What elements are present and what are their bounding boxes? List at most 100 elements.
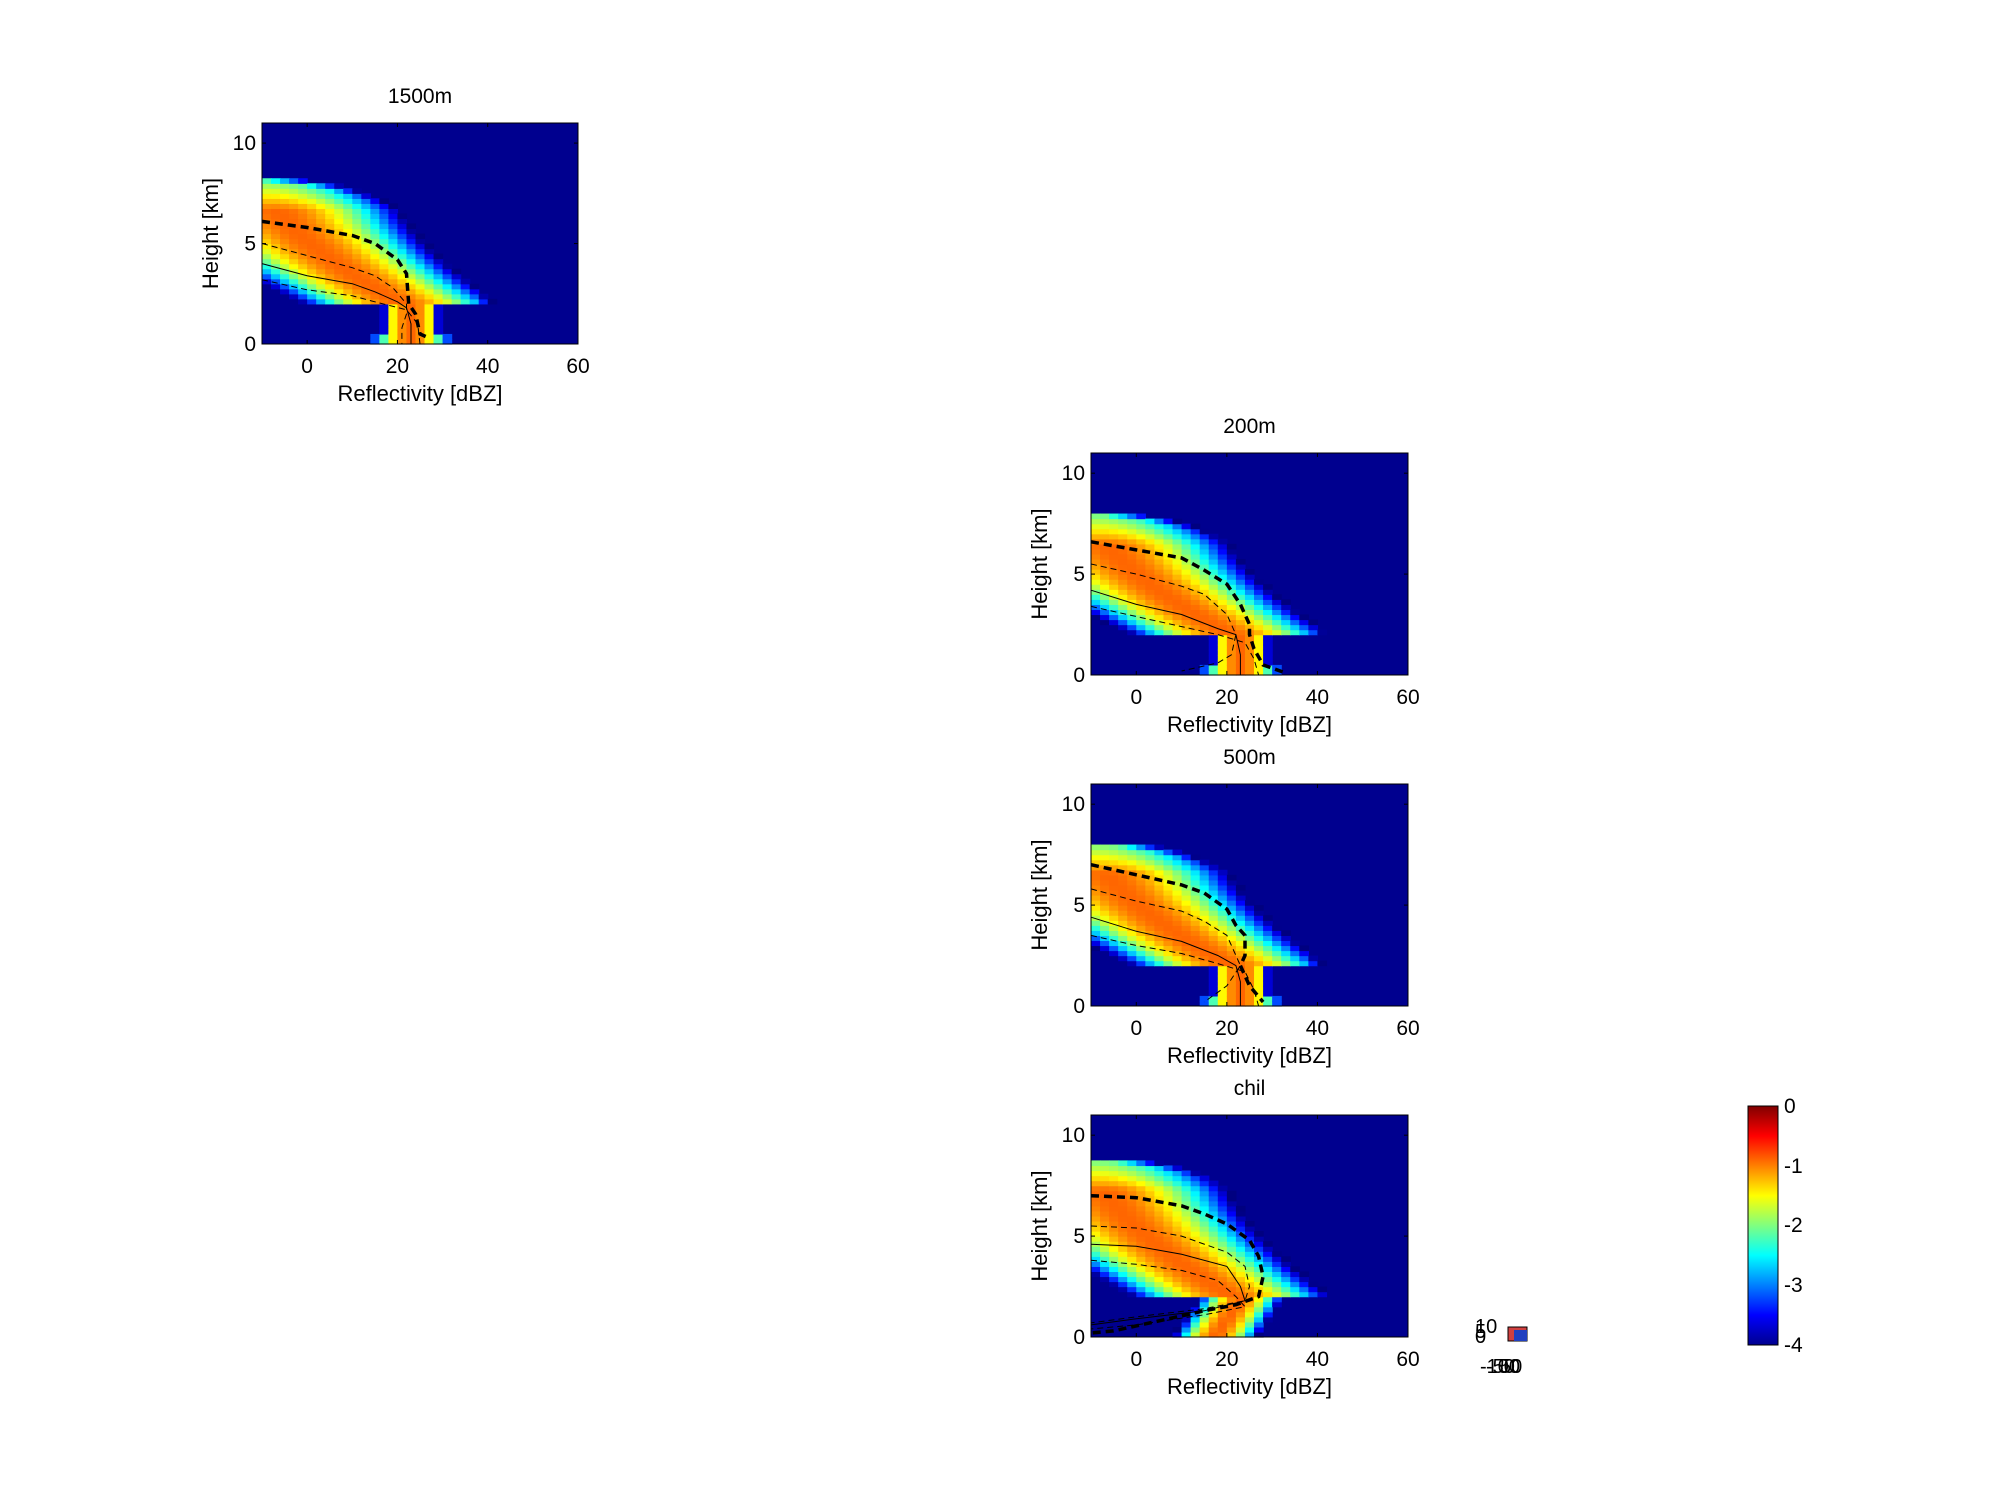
heatmap-cell xyxy=(1235,594,1246,600)
heatmap-cell xyxy=(1199,629,1210,636)
heatmap-cell xyxy=(1199,864,1210,871)
heatmap-cell xyxy=(1163,950,1174,957)
heatmap-cell xyxy=(289,248,299,255)
heatmap-cell xyxy=(1118,1160,1128,1167)
heatmap-cell xyxy=(1172,1271,1183,1278)
x-tick-label: 20 xyxy=(1215,686,1238,709)
heatmap-cell xyxy=(1100,1160,1110,1167)
heatmap-cell xyxy=(1244,1271,1255,1278)
heatmap-cell xyxy=(1208,649,1219,656)
heatmap-cell xyxy=(406,313,417,320)
heatmap-cell xyxy=(1154,569,1165,575)
heatmap-cell xyxy=(1100,569,1110,575)
heatmap-cell xyxy=(1235,905,1246,911)
heatmap-cell xyxy=(442,298,453,305)
heatmap-cell xyxy=(1244,985,1255,992)
heatmap-cell xyxy=(1308,624,1319,631)
heatmap-cell xyxy=(1235,1311,1246,1318)
heatmap-cell xyxy=(262,178,272,184)
heatmap-cell xyxy=(1100,1185,1110,1192)
contour-line xyxy=(1090,888,1241,1003)
heatmap-cell xyxy=(1163,849,1174,856)
heatmap-cell xyxy=(1163,1286,1174,1293)
heatmap-cell xyxy=(1163,910,1174,916)
heatmap-cell xyxy=(1163,854,1174,861)
heatmap-cell xyxy=(1145,925,1155,931)
heatmap-cell xyxy=(1244,579,1255,585)
heatmap-cell xyxy=(1272,1296,1282,1303)
heatmap-cell xyxy=(1181,564,1192,570)
heatmap-cell xyxy=(1091,905,1101,911)
heatmap-cell xyxy=(1217,1231,1228,1237)
heatmap-cell xyxy=(1109,579,1119,585)
heatmap-cell xyxy=(1226,569,1237,575)
heatmap-cell xyxy=(1163,518,1174,525)
heatmap-cell xyxy=(1181,1326,1192,1333)
heatmap-cell xyxy=(415,248,426,255)
heatmap-cell xyxy=(1163,569,1174,575)
heatmap-cell xyxy=(1199,935,1210,942)
heatmap-cell xyxy=(343,238,353,245)
heatmap-cell xyxy=(1217,548,1228,555)
heatmap-cell xyxy=(1244,639,1255,646)
y-tick-label: 5 xyxy=(244,233,256,256)
heatmap-cell xyxy=(1145,900,1155,906)
heatmap-cell xyxy=(1154,1231,1165,1237)
heatmap-cell xyxy=(1254,1311,1264,1318)
heatmap-cell xyxy=(1226,589,1237,595)
heatmap-cell xyxy=(1199,995,1210,1002)
heatmap-cell xyxy=(1091,935,1101,942)
x-tick-label: 20 xyxy=(1215,1017,1238,1040)
heatmap-cell xyxy=(1226,895,1237,901)
heatmap-cell xyxy=(1244,1326,1255,1333)
heatmap-cell xyxy=(1235,925,1246,931)
heatmap-cell xyxy=(1145,1291,1155,1298)
heatmap-cell xyxy=(1226,579,1237,585)
heatmap-cell xyxy=(1235,1286,1246,1293)
heatmap-cell xyxy=(1181,1190,1192,1197)
heatmap-cell xyxy=(1154,558,1165,565)
heatmap-cell xyxy=(1136,543,1146,550)
heatmap-cell xyxy=(1163,889,1174,896)
heatmap-cell xyxy=(379,253,389,260)
heatmap-cell xyxy=(280,278,290,285)
heatmap-cell xyxy=(1100,1165,1110,1172)
heatmap-cell xyxy=(1244,950,1255,957)
heatmap-cell xyxy=(1181,920,1192,926)
heatmap-cell xyxy=(1172,614,1183,621)
heatmap-cell xyxy=(1254,995,1264,1002)
heatmap-cell xyxy=(397,318,408,325)
heatmap-cell xyxy=(1226,1276,1237,1283)
heatmap-cell xyxy=(1208,1195,1219,1202)
heatmap-cell xyxy=(1244,1291,1255,1298)
heatmap-cell xyxy=(1181,1180,1192,1187)
contour-line xyxy=(1090,1259,1246,1330)
heatmap-cell xyxy=(406,268,417,275)
heatmap-cell xyxy=(1109,1256,1119,1262)
heatmap-cell xyxy=(1100,619,1110,626)
heatmap-cell xyxy=(1208,1286,1219,1293)
heatmap-cell xyxy=(352,273,362,280)
heatmap-cell xyxy=(433,338,444,345)
heatmap-cell xyxy=(1163,874,1174,881)
heatmap-cell xyxy=(1190,1180,1201,1187)
heatmap-cell xyxy=(307,193,317,199)
heatmap-cell xyxy=(1136,915,1146,921)
heatmap-cell xyxy=(307,288,317,295)
heatmap-cell xyxy=(1145,584,1155,590)
heatmap-cell xyxy=(1136,930,1146,936)
heatmap-cell xyxy=(1154,599,1165,605)
heatmap-cell xyxy=(1244,1301,1255,1308)
heatmap-cell xyxy=(424,268,435,275)
x-tick-label: 60 xyxy=(1396,1348,1419,1371)
heatmap-cell xyxy=(1217,950,1228,957)
heatmap-cell xyxy=(1154,1190,1165,1197)
mini-axes-fill xyxy=(1514,1330,1527,1341)
heatmap-cell xyxy=(1208,594,1219,600)
heatmap-cell xyxy=(1272,599,1282,605)
heatmap-cell xyxy=(1190,874,1201,881)
heatmap-cell xyxy=(1190,1215,1201,1222)
heatmap-cell xyxy=(1118,920,1128,926)
heatmap-cell xyxy=(1226,1205,1237,1212)
